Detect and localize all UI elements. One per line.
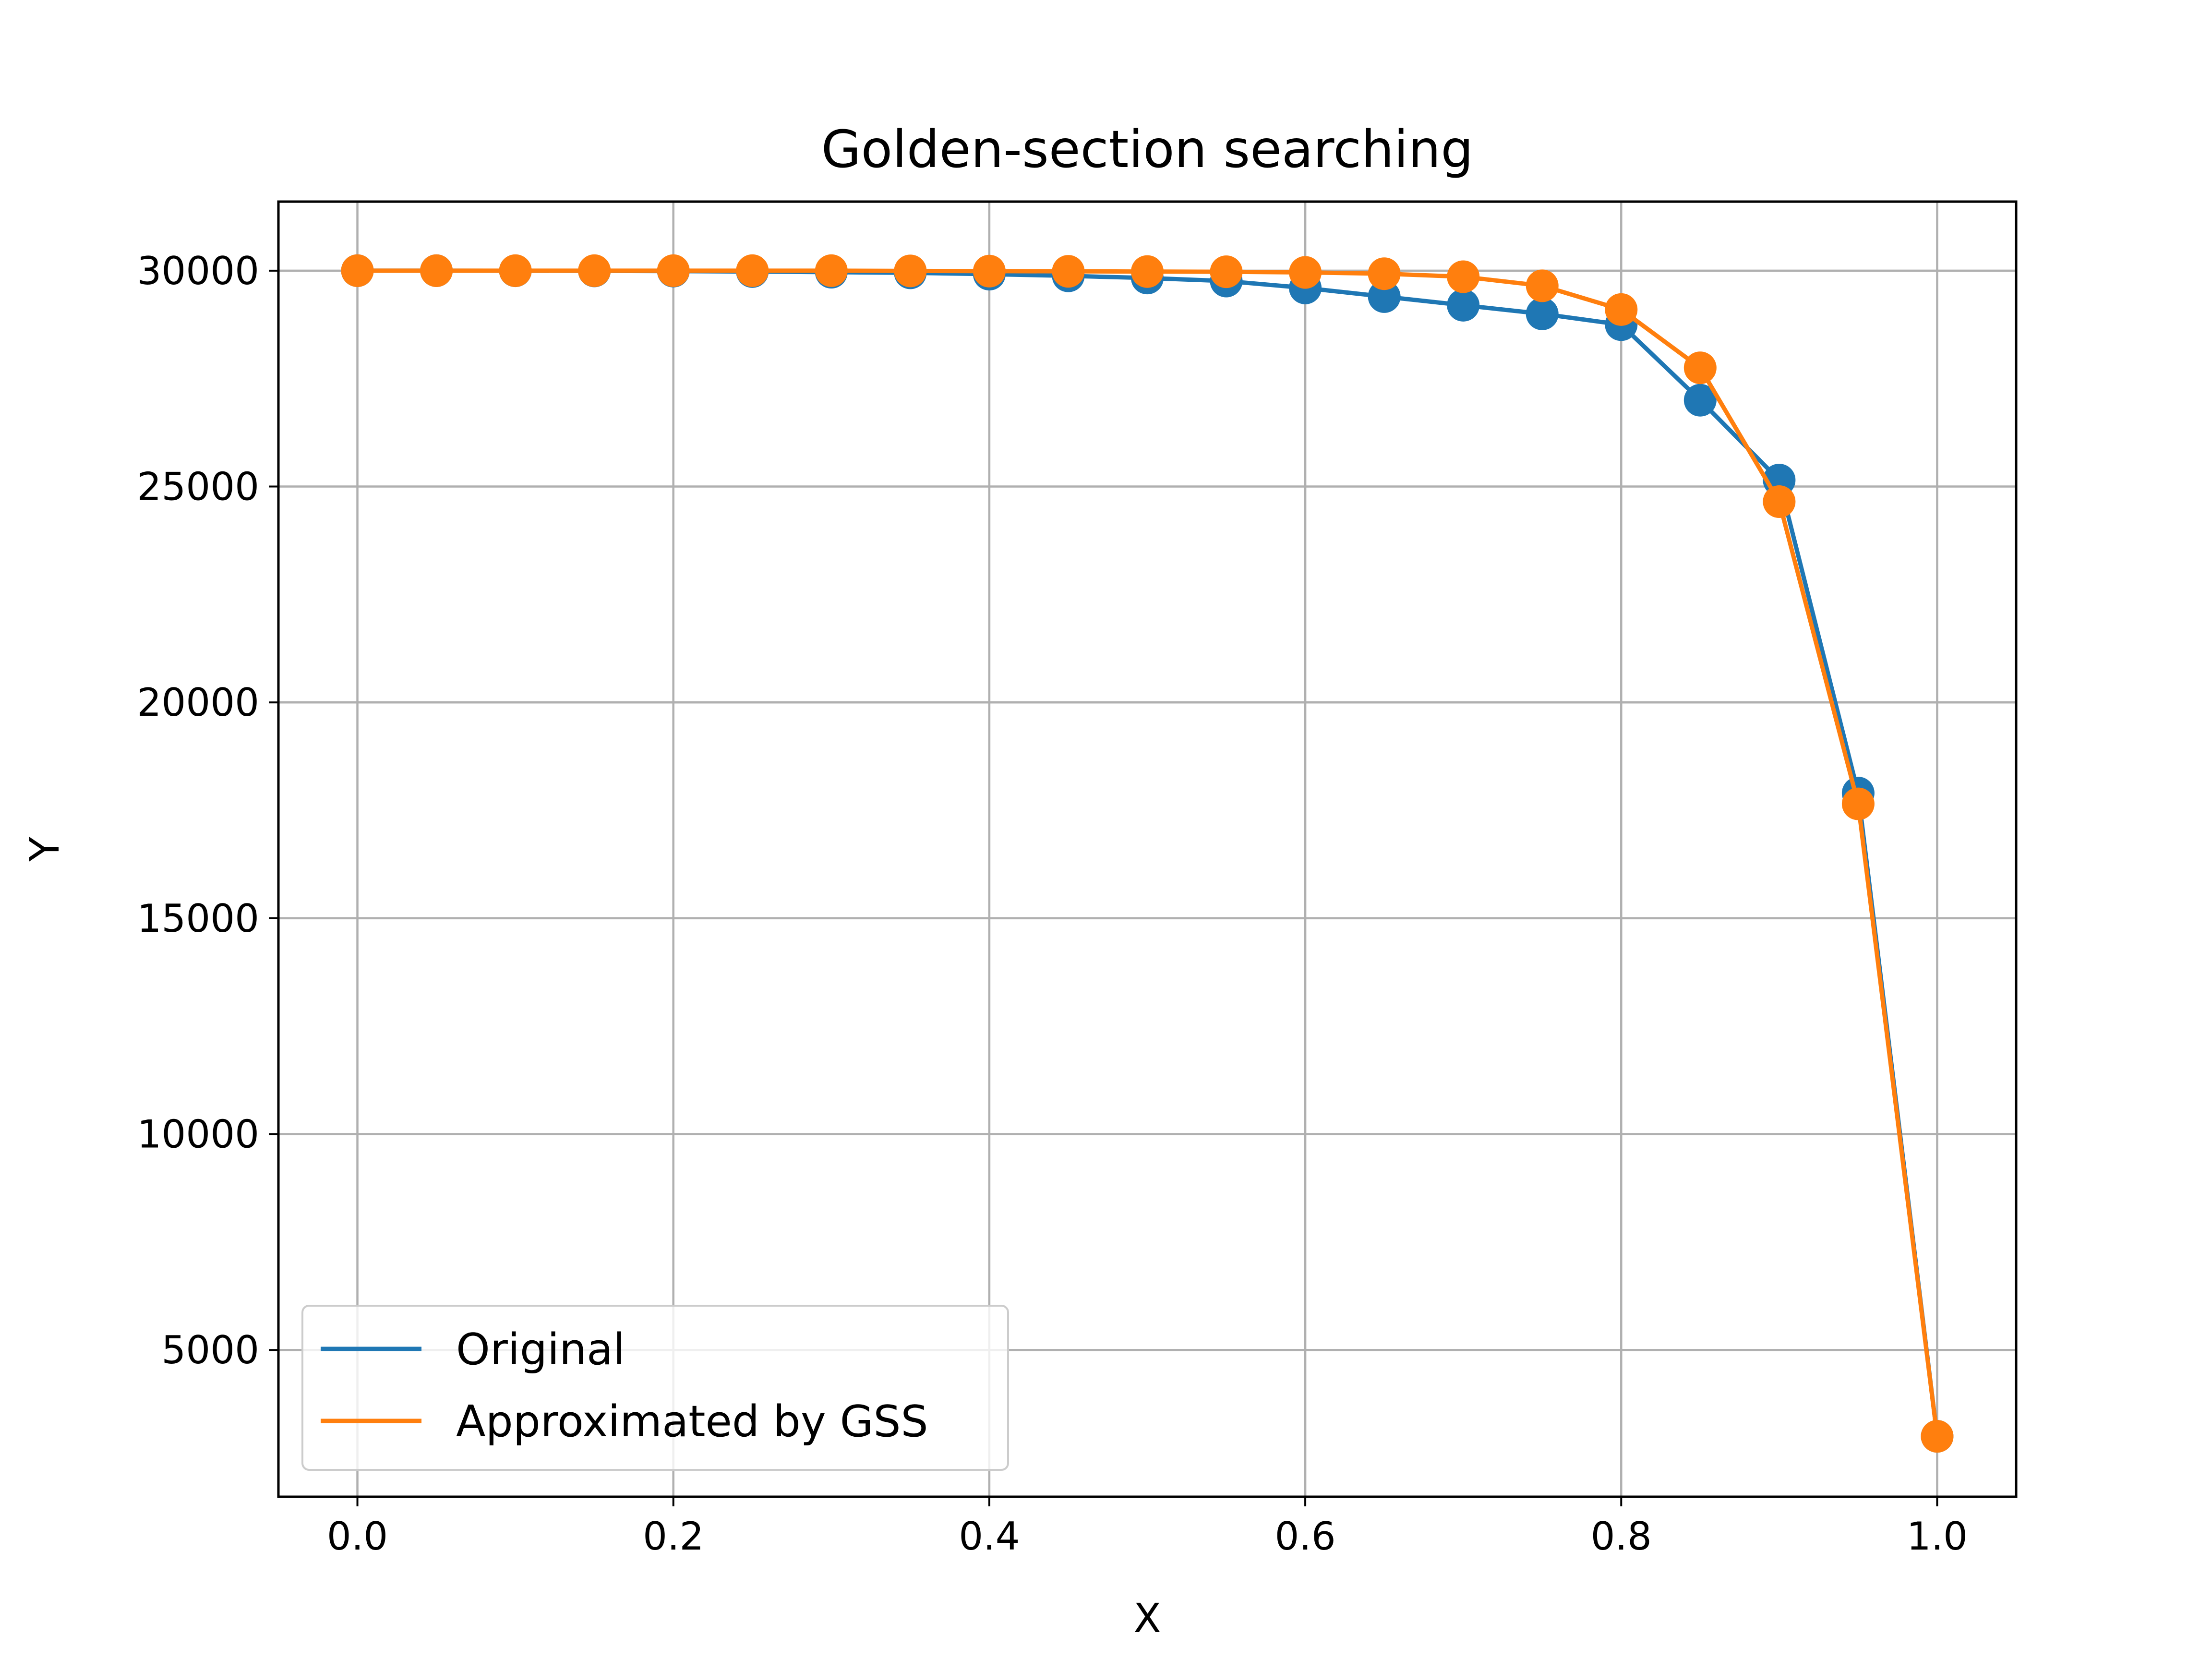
data-point: [1683, 384, 1717, 417]
data-point: [1368, 257, 1401, 290]
x-tick-label: 0.0: [327, 1514, 388, 1559]
data-point: [341, 254, 374, 287]
data-point: [1921, 1420, 1954, 1453]
data-point: [973, 254, 1006, 288]
y-axis-label: Y: [21, 837, 68, 862]
chart-title: Golden-section searching: [821, 120, 1474, 180]
x-tick-label: 0.8: [1591, 1514, 1652, 1559]
data-point: [578, 254, 611, 287]
x-tick-label: 0.6: [1274, 1514, 1335, 1559]
series-layer: [341, 254, 1954, 1453]
data-point: [1526, 269, 1559, 302]
data-point: [1526, 297, 1559, 330]
x-axis-label: X: [1133, 1595, 1161, 1642]
grid: [278, 202, 2016, 1497]
data-point: [1210, 255, 1243, 289]
data-point: [1131, 255, 1164, 288]
y-tick-label: 30000: [137, 249, 260, 293]
y-tick-label: 10000: [137, 1112, 260, 1157]
y-tick-label: 20000: [137, 680, 260, 725]
data-point: [1052, 255, 1085, 288]
data-point: [657, 254, 690, 287]
legend-label: Original: [456, 1324, 625, 1375]
data-point: [1289, 256, 1322, 289]
ticks: 0.0 0.2 0.4 0.6 0.8 1.0 5000 10000 15000 20000 250…: [137, 249, 1968, 1559]
data-point: [894, 254, 927, 288]
x-tick-label: 1.0: [1907, 1514, 1968, 1559]
x-tick-label: 0.2: [643, 1514, 704, 1559]
legend-box: [301, 1305, 1009, 1471]
data-point: [499, 254, 532, 287]
data-point: [1763, 485, 1796, 518]
y-tick-label: 5000: [161, 1328, 259, 1372]
data-point: [1368, 280, 1401, 313]
legend-label: Approximated by GSS: [456, 1396, 928, 1447]
legend: Original Approximated by GSS: [301, 1305, 1009, 1471]
data-point: [815, 254, 848, 287]
y-tick-label: 25000: [137, 465, 260, 509]
data-point: [1447, 289, 1480, 322]
data-point: [420, 254, 453, 287]
series-approximated-by-gss: [341, 254, 1954, 1453]
plot-frame: [277, 200, 2018, 1498]
y-tick-label: 15000: [137, 896, 260, 941]
x-tick-label: 0.4: [959, 1514, 1020, 1559]
data-point: [736, 254, 769, 287]
data-point: [1841, 787, 1875, 820]
data-point: [1605, 293, 1638, 326]
data-point: [1683, 351, 1717, 385]
data-point: [1447, 260, 1480, 293]
